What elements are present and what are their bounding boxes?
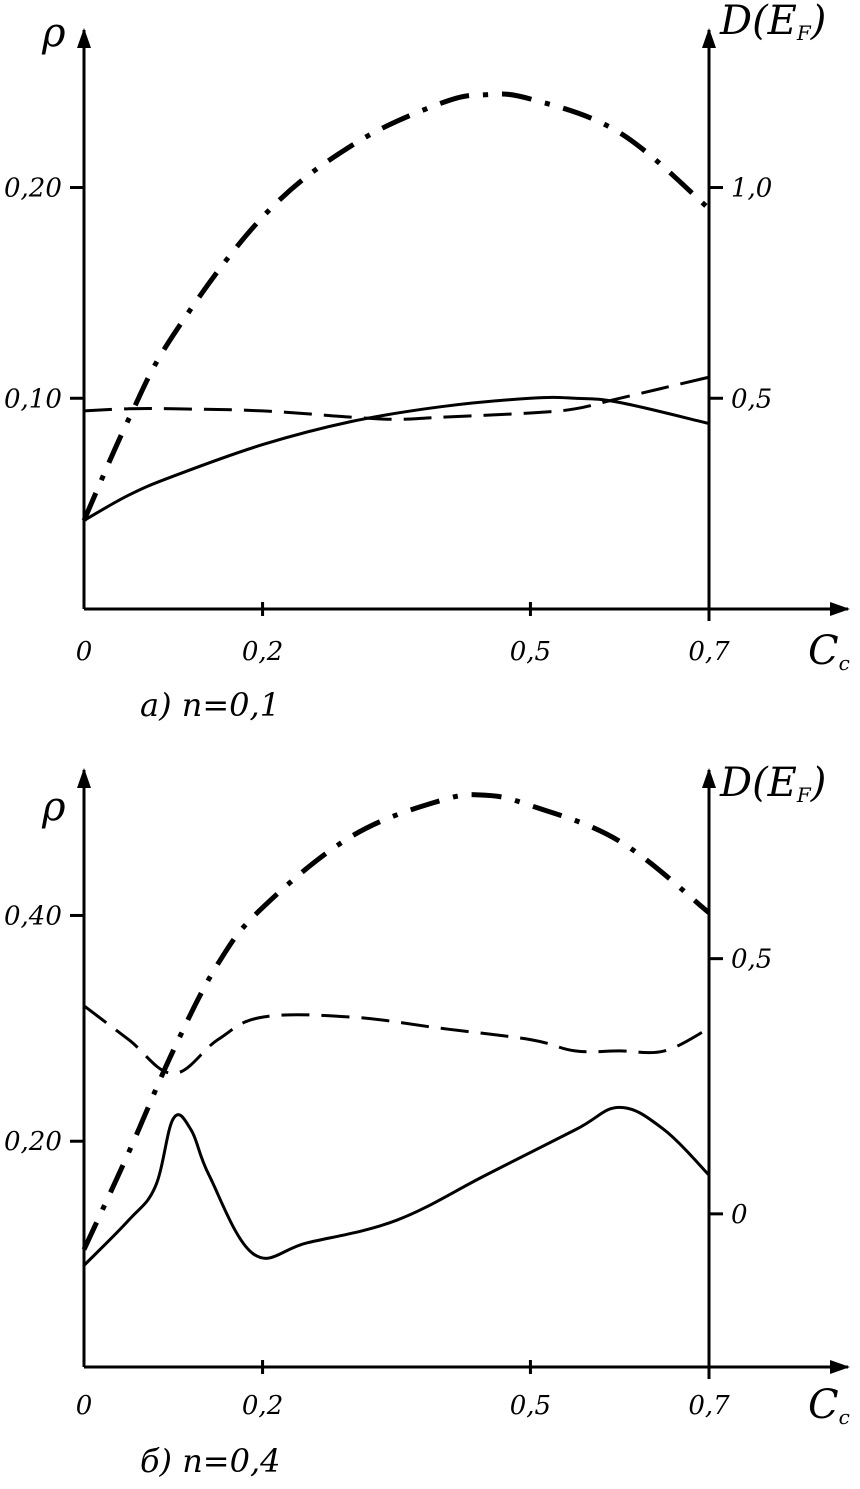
y-right-tick-label: 0: [731, 1200, 748, 1230]
x-tick-label: 0,5: [510, 637, 551, 667]
y-left-tick-label: 0,20: [4, 1127, 62, 1157]
panel-caption: б) n=0,4: [140, 1442, 281, 1480]
y-right-tick-label: 0,5: [731, 384, 772, 414]
y-right-axis-label-close: ): [810, 0, 827, 44]
chart-panel-b: 0 0,2 0,5 0,7 0,20 0,40 0 0,5 ρ D(EF) Cc б) n=0,4: [4, 760, 850, 1480]
series-line-solid-b: [82, 1105, 711, 1267]
x-axis-label: Cc: [808, 1382, 850, 1429]
series-line-dashdot-a: [81, 91, 711, 522]
x-tick-label: 0,5: [510, 1391, 551, 1421]
x-axis-label-sub: c: [839, 1405, 850, 1429]
x-tick-label: 0: [76, 1391, 93, 1421]
y-right-tick-label: 0,5: [731, 945, 772, 975]
y-right-axis-label: D(EF): [719, 0, 826, 45]
series-line-dashdot-b: [81, 792, 711, 1251]
y-left-tick-label: 0,40: [4, 901, 62, 931]
y-left-tick-label: 0,10: [4, 384, 62, 414]
y-right-axis-label-sub: F: [796, 21, 812, 45]
x-tick-label: 0,2: [242, 1391, 283, 1421]
x-axis-label-main: C: [808, 1382, 839, 1428]
y-left-axis-label: ρ: [41, 10, 66, 56]
x-tick-label: 0,7: [688, 637, 730, 667]
x-tick-label: 0: [76, 637, 93, 667]
y-right-axis-label-main: D(E: [719, 760, 797, 806]
panel-caption: а) n=0,1: [140, 686, 280, 724]
series-line-solid-a: [83, 395, 710, 522]
y-right-axis-label: D(EF): [719, 760, 826, 807]
x-axis-label: Cc: [808, 628, 850, 675]
x-tick-label: 0,7: [688, 1391, 730, 1421]
chart-panel-a: 0 0,2 0,5 0,7 0,10 0,20 0,5 1,0 ρ D(EF) Cc а) n=0,1: [4, 0, 850, 724]
x-tick-label: 0,2: [242, 637, 283, 667]
x-axis-label-sub: c: [839, 651, 850, 675]
x-axis-label-main: C: [808, 628, 839, 674]
y-right-axis-label-sub: F: [796, 783, 812, 807]
series-line-dashed-a: [83, 375, 710, 421]
y-left-axis-label: ρ: [41, 784, 66, 830]
y-left-tick-label: 0,20: [4, 174, 62, 204]
y-right-axis-label-main: D(E: [719, 0, 797, 44]
series-line-dashed-b: [83, 1004, 710, 1076]
y-right-axis-label-close: ): [810, 760, 827, 806]
y-right-tick-label: 1,0: [731, 174, 772, 204]
